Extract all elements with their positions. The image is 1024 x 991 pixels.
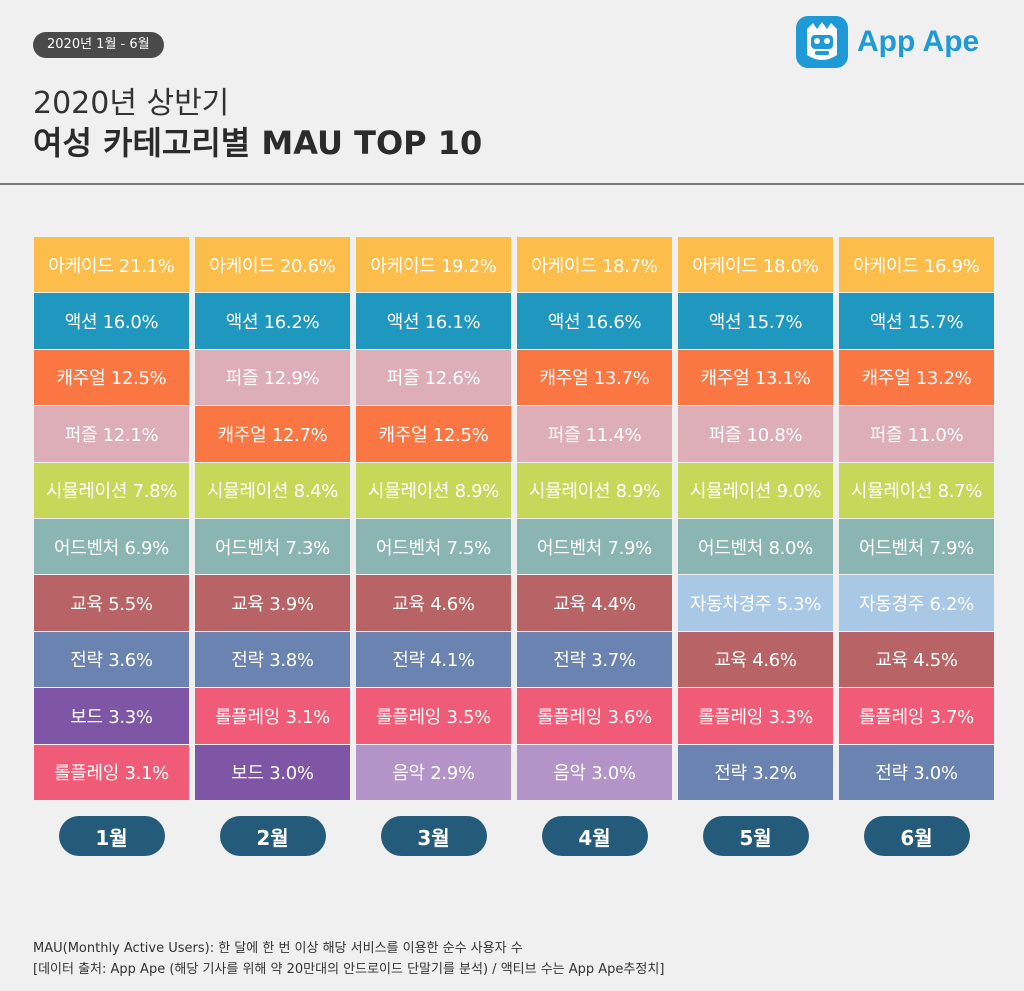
- cell-5-rank-4: 퍼즐 10.8%: [678, 406, 833, 462]
- cell-6-rank-1: 아케이드 16.9%: [839, 237, 994, 293]
- cell-5-rank-5: 시뮬레이션 9.0%: [678, 462, 833, 518]
- cell-1-rank-6: 어드벤처 6.9%: [34, 519, 189, 575]
- cell-2-rank-5: 시뮬레이션 8.4%: [195, 462, 350, 518]
- cell-1-rank-1: 아케이드 21.1%: [34, 237, 189, 293]
- cell-5-rank-2: 액션 15.7%: [678, 293, 833, 349]
- cell-2-rank-10: 보드 3.0%: [195, 744, 350, 800]
- cell-2-rank-9: 롤플레잉 3.1%: [195, 688, 350, 744]
- footnote-data-source: [데이터 출처: App Ape (해당 기사를 위해 약 20만대의 안드로이…: [33, 962, 665, 977]
- cell-6-rank-2: 액션 15.7%: [839, 293, 994, 349]
- cell-6-rank-9: 롤플레잉 3.7%: [839, 688, 994, 744]
- cell-6-rank-3: 캐주얼 13.2%: [839, 349, 994, 406]
- page-title: 여성 카테고리별 MAU TOP 10: [33, 124, 483, 162]
- cell-4-rank-7: 교육 4.4%: [517, 575, 672, 631]
- cell-3-rank-8: 전략 4.1%: [356, 631, 511, 688]
- cell-5-rank-8: 교육 4.6%: [678, 631, 833, 688]
- cell-3-rank-6: 어드벤처 7.5%: [356, 519, 511, 575]
- cell-3-rank-1: 아케이드 19.2%: [356, 237, 511, 293]
- cell-3-rank-2: 액션 16.1%: [356, 293, 511, 349]
- app-ape-logo: App Ape: [795, 14, 979, 70]
- cell-5-rank-7: 자동차경주 5.3%: [678, 575, 833, 631]
- cell-3-rank-7: 교육 4.6%: [356, 575, 511, 631]
- cell-5-rank-10: 전략 3.2%: [678, 744, 833, 800]
- cell-2-rank-8: 전략 3.8%: [195, 631, 350, 688]
- month-label-6: 6월: [863, 816, 970, 856]
- cell-2-rank-1: 아케이드 20.6%: [195, 237, 350, 293]
- cell-4-rank-3: 캐주얼 13.7%: [517, 349, 672, 406]
- footnote-mau-definition: MAU(Monthly Active Users): 한 달에 한 번 이상 해…: [33, 941, 523, 956]
- cell-3-rank-9: 롤플레잉 3.5%: [356, 688, 511, 744]
- cell-6-rank-5: 시뮬레이션 8.7%: [839, 462, 994, 518]
- month-label-2: 2월: [219, 816, 326, 856]
- period-badge: 2020년 1월 - 6월: [33, 32, 164, 58]
- title-line-1: 2020년 상반기: [33, 86, 230, 121]
- cell-5-rank-6: 어드벤처 8.0%: [678, 519, 833, 575]
- cell-5-rank-3: 캐주얼 13.1%: [678, 349, 833, 406]
- cell-5-rank-1: 아케이드 18.0%: [678, 237, 833, 293]
- cell-2-rank-6: 어드벤처 7.3%: [195, 519, 350, 575]
- cell-2-rank-4: 캐주얼 12.7%: [195, 406, 350, 462]
- cell-1-rank-8: 전략 3.6%: [34, 631, 189, 688]
- cell-1-rank-2: 액션 16.0%: [34, 293, 189, 349]
- cell-1-rank-4: 퍼즐 12.1%: [34, 406, 189, 462]
- header-divider: [0, 183, 1024, 185]
- month-label-1: 1월: [58, 816, 165, 856]
- cell-6-rank-6: 어드벤처 7.9%: [839, 519, 994, 575]
- cell-1-rank-7: 교육 5.5%: [34, 575, 189, 631]
- cell-6-rank-10: 전략 3.0%: [839, 744, 994, 800]
- cell-2-rank-2: 액션 16.2%: [195, 293, 350, 349]
- cell-3-rank-4: 캐주얼 12.5%: [356, 406, 511, 462]
- month-label-4: 4월: [541, 816, 648, 856]
- cell-6-rank-7: 자동경주 6.2%: [839, 575, 994, 631]
- cell-4-rank-6: 어드벤처 7.9%: [517, 519, 672, 575]
- cell-4-rank-10: 음악 3.0%: [517, 744, 672, 800]
- cell-6-rank-4: 퍼즐 11.0%: [839, 406, 994, 462]
- cell-4-rank-8: 전략 3.7%: [517, 631, 672, 688]
- cell-6-rank-8: 교육 4.5%: [839, 631, 994, 688]
- month-label-3: 3월: [380, 816, 487, 856]
- cell-1-rank-5: 시뮬레이션 7.8%: [34, 462, 189, 518]
- cell-4-rank-1: 아케이드 18.7%: [517, 237, 672, 293]
- cell-5-rank-9: 롤플레잉 3.3%: [678, 688, 833, 744]
- cell-3-rank-10: 음악 2.9%: [356, 744, 511, 800]
- cell-4-rank-2: 액션 16.6%: [517, 293, 672, 349]
- cell-4-rank-9: 롤플레잉 3.6%: [517, 688, 672, 744]
- cell-4-rank-5: 시뮬레이션 8.9%: [517, 462, 672, 518]
- ape-face-icon: [796, 16, 848, 68]
- cell-3-rank-5: 시뮬레이션 8.9%: [356, 462, 511, 518]
- cell-3-rank-3: 퍼즐 12.6%: [356, 349, 511, 406]
- cell-4-rank-4: 퍼즐 11.4%: [517, 406, 672, 462]
- cell-1-rank-3: 캐주얼 12.5%: [34, 349, 189, 406]
- cell-2-rank-7: 교육 3.9%: [195, 575, 350, 631]
- logo-text: App Ape: [857, 25, 980, 58]
- month-label-5: 5월: [702, 816, 809, 856]
- cell-1-rank-10: 롤플레잉 3.1%: [34, 744, 189, 800]
- cell-1-rank-9: 보드 3.3%: [34, 688, 189, 744]
- cell-2-rank-3: 퍼즐 12.9%: [195, 349, 350, 406]
